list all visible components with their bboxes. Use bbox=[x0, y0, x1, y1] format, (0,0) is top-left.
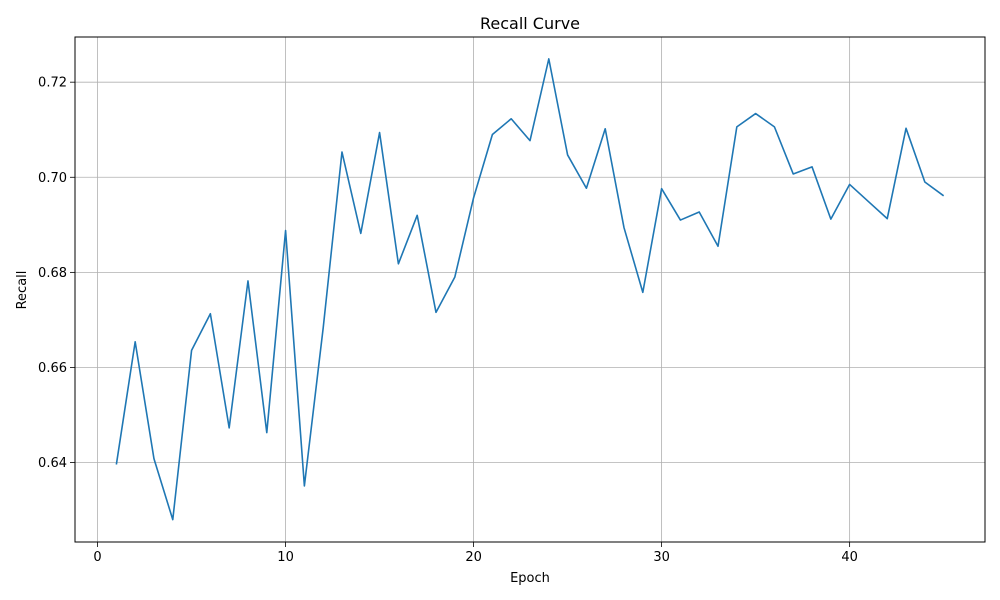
recall-series-line bbox=[115, 58, 945, 521]
y-tick-label: 0.68 bbox=[38, 266, 67, 281]
y-tick-label: 0.64 bbox=[38, 456, 67, 471]
x-axis-ticks: 0 10 20 30 40 bbox=[93, 542, 858, 565]
y-axis-ticks: 0.64 0.66 0.68 0.70 0.72 bbox=[38, 76, 75, 471]
x-tick-label: 30 bbox=[653, 550, 670, 565]
y-axis-label: Recall bbox=[15, 271, 30, 310]
y-tick-label: 0.72 bbox=[38, 76, 67, 91]
x-tick-label: 40 bbox=[841, 550, 858, 565]
x-tick-label: 10 bbox=[277, 550, 294, 565]
chart-title: Recall Curve bbox=[480, 14, 580, 33]
x-tick-label: 0 bbox=[93, 550, 101, 565]
grid bbox=[75, 37, 985, 542]
plot-frame bbox=[74, 36, 986, 543]
y-tick-label: 0.70 bbox=[38, 171, 67, 186]
plot-lines bbox=[115, 58, 945, 521]
x-tick-label: 20 bbox=[465, 550, 482, 565]
y-tick-label: 0.66 bbox=[38, 361, 67, 376]
x-axis-label: Epoch bbox=[510, 571, 550, 586]
